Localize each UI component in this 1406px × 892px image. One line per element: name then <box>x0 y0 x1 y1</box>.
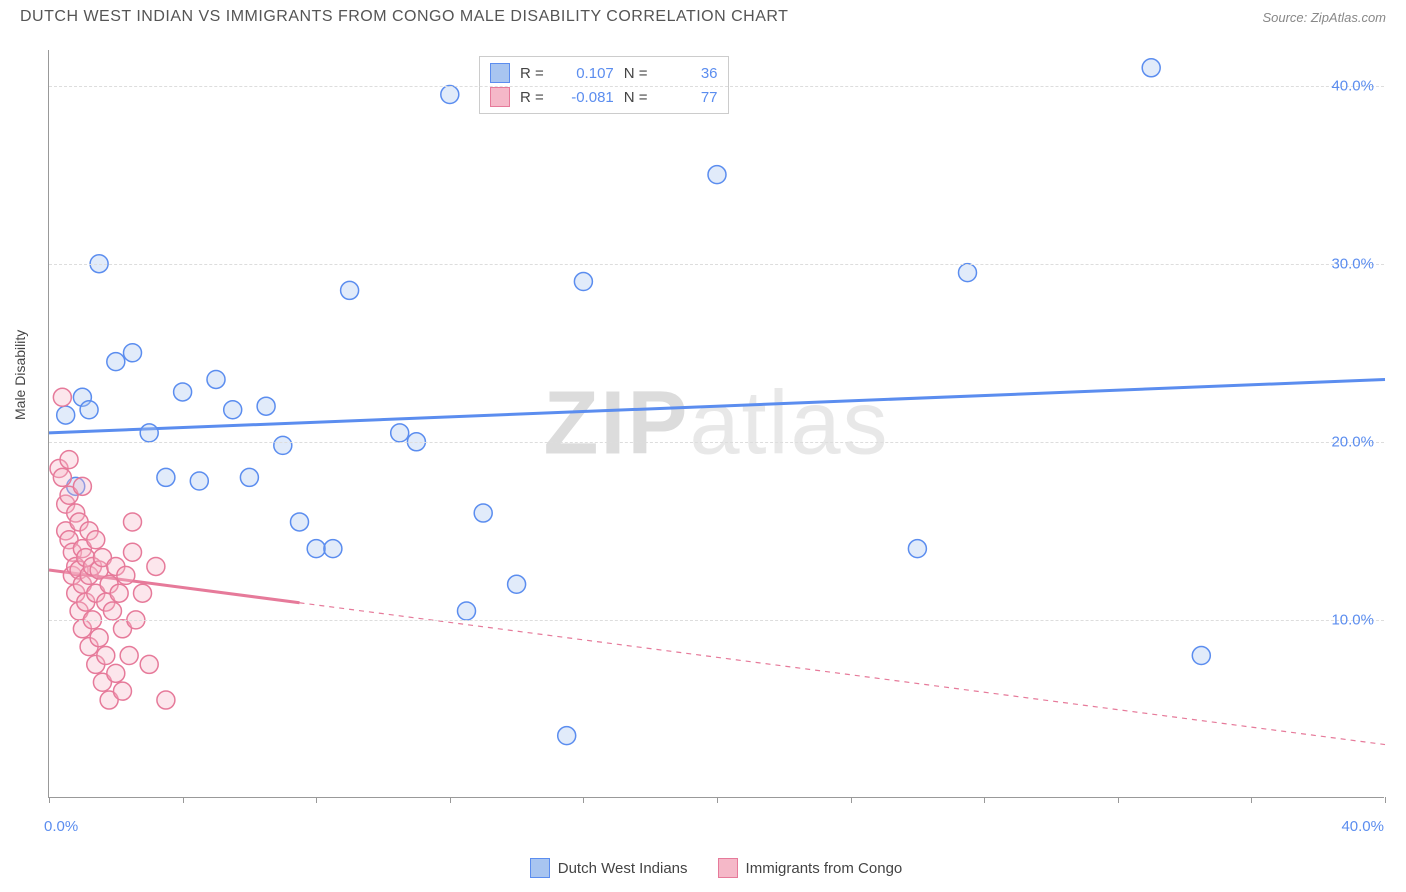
x-tick <box>1385 797 1386 803</box>
swatch-series-1 <box>490 87 510 107</box>
swatch-icon <box>718 858 738 878</box>
swatch-series-0 <box>490 63 510 83</box>
x-tick <box>450 797 451 803</box>
swatch-icon <box>530 858 550 878</box>
gridline <box>49 86 1384 87</box>
x-tick <box>984 797 985 803</box>
y-axis-label: Male Disability <box>12 330 28 420</box>
title-bar: DUTCH WEST INDIAN VS IMMIGRANTS FROM CON… <box>0 0 1406 30</box>
x-tick <box>1251 797 1252 803</box>
x-tick <box>717 797 718 803</box>
x-tick <box>851 797 852 803</box>
x-tick <box>316 797 317 803</box>
gridline <box>49 442 1384 443</box>
scatter-svg <box>49 50 1384 797</box>
series-legend: Dutch West Indians Immigrants from Congo <box>48 858 1384 878</box>
y-tick-label: 30.0% <box>1331 255 1374 272</box>
y-tick-label: 10.0% <box>1331 611 1374 628</box>
gridline <box>49 264 1384 265</box>
source-label: Source: ZipAtlas.com <box>1262 10 1386 25</box>
x-tick <box>583 797 584 803</box>
x-tick <box>1118 797 1119 803</box>
legend-item: Dutch West Indians <box>530 858 688 878</box>
x-tick <box>49 797 50 803</box>
y-tick-label: 40.0% <box>1331 77 1374 94</box>
stats-row: R = -0.081 N = 77 <box>490 85 718 109</box>
x-axis-min-label: 0.0% <box>44 818 78 835</box>
x-tick <box>183 797 184 803</box>
gridline <box>49 620 1384 621</box>
chart-title: DUTCH WEST INDIAN VS IMMIGRANTS FROM CON… <box>20 8 788 26</box>
x-axis-max-label: 40.0% <box>1341 818 1384 835</box>
plot-area: ZIPatlas R = 0.107 N = 36 R = -0.081 N =… <box>48 50 1384 798</box>
legend-item: Immigrants from Congo <box>718 858 903 878</box>
stats-row: R = 0.107 N = 36 <box>490 61 718 85</box>
y-tick-label: 20.0% <box>1331 433 1374 450</box>
